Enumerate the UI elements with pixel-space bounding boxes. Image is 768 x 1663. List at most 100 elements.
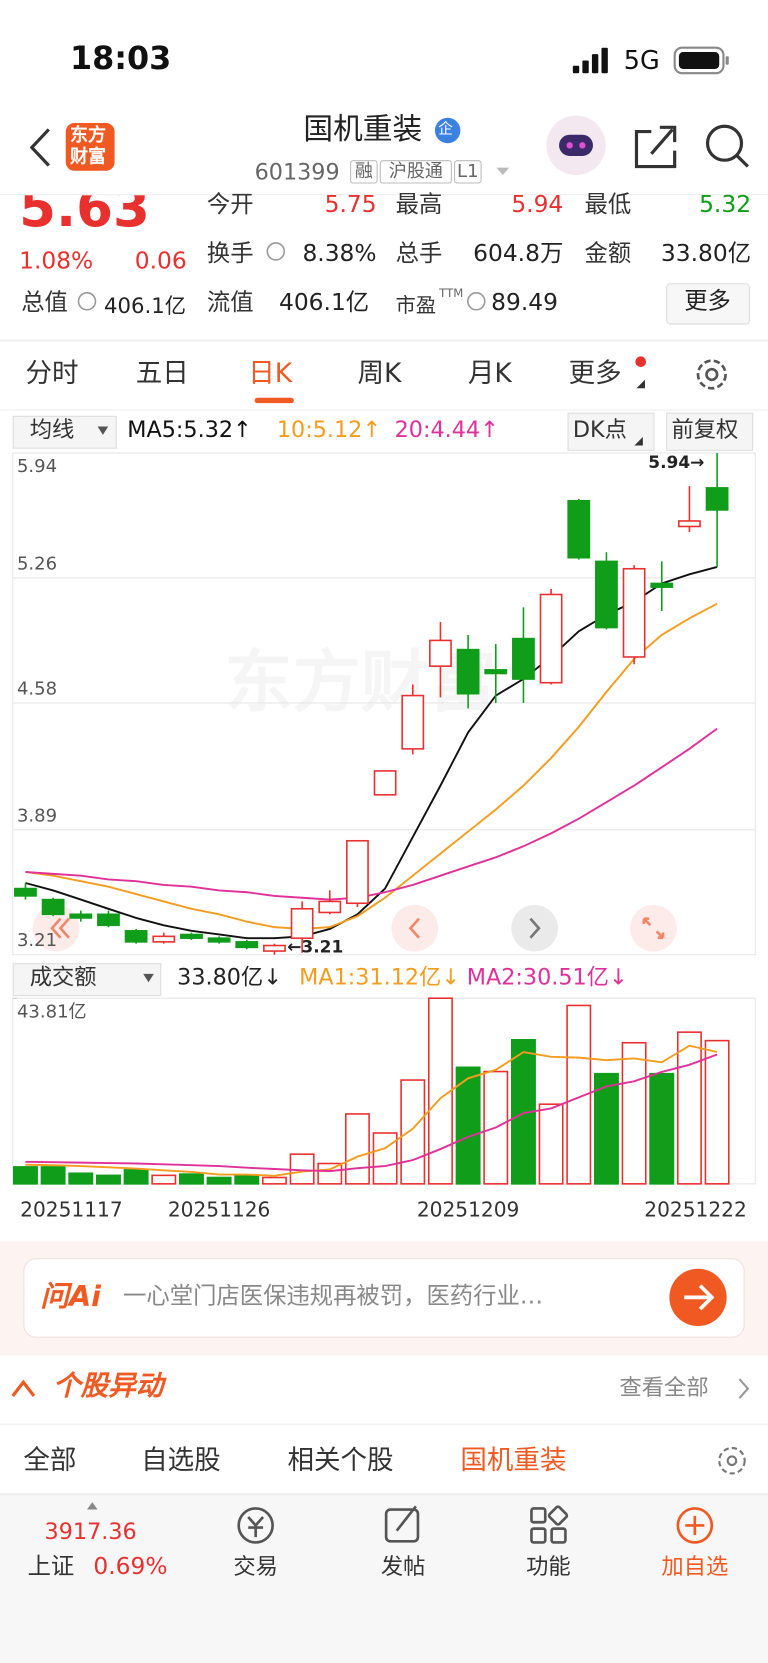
nav-button[interactable]: [630, 904, 677, 952]
volume-bar: [123, 1169, 149, 1185]
index-name[interactable]: 上证: [27, 1554, 75, 1581]
volume-bar: [593, 1072, 619, 1185]
section-title: 个股异动: [53, 1370, 164, 1403]
candle-body: [290, 907, 314, 939]
volume-bar: [372, 1132, 398, 1185]
high-label: 5.94→: [648, 453, 704, 473]
ai-text[interactable]: 一心堂门店医保违规再被罚，医药行业…: [123, 1283, 544, 1311]
settings-icon[interactable]: [718, 1446, 746, 1475]
volume-bar: [317, 1162, 343, 1185]
candle-body: [180, 933, 203, 939]
info-icon[interactable]: [77, 291, 97, 311]
adjust-text[interactable]: 前复权: [671, 416, 739, 443]
tab[interactable]: 日K: [248, 357, 293, 389]
volume-bar: [427, 997, 453, 1185]
ma-line: [25, 602, 718, 930]
movement-tab[interactable]: 全部: [23, 1444, 77, 1476]
more-button[interactable]: [666, 283, 750, 325]
app-logo: [65, 123, 115, 171]
logo-text: 财富: [70, 146, 107, 168]
settings-icon[interactable]: [696, 359, 727, 390]
candle-body: [595, 560, 618, 629]
index-change[interactable]: 0.69%: [93, 1554, 168, 1581]
ma-selector-text[interactable]: 均线: [29, 416, 75, 443]
stat-label: 总手: [395, 240, 443, 268]
ma-line: [25, 727, 718, 901]
nav-label[interactable]: 功能: [526, 1554, 571, 1580]
y-tick-label: 3.89: [17, 805, 57, 826]
candle-body: [429, 639, 452, 667]
x-tick-label: 20251126: [168, 1198, 271, 1222]
dk-text[interactable]: DK点: [572, 416, 627, 443]
ai-logo[interactable]: 问Ai: [40, 1280, 101, 1314]
candle-body: [97, 913, 120, 927]
stat-label: 流值: [206, 289, 254, 317]
volume-ma-legend: MA1:31.12亿↓: [299, 964, 461, 990]
ma-legend: 10:5.12↑: [276, 416, 381, 443]
volume-bar: [676, 1031, 702, 1185]
tab-underline: [254, 397, 294, 404]
movement-tab[interactable]: 相关个股: [287, 1444, 394, 1476]
stat-value: 5.75: [324, 192, 377, 219]
ma-line: [25, 565, 718, 940]
divider: [0, 339, 768, 342]
more-text[interactable]: 更多: [684, 288, 731, 316]
volume-bar: [649, 1072, 675, 1185]
volume-bar: [12, 1166, 38, 1185]
view-all[interactable]: 查看全部: [619, 1374, 709, 1401]
nav-icon: [529, 917, 541, 939]
stat-value: 89.49: [491, 289, 558, 317]
collapse-icon[interactable]: [11, 1379, 36, 1397]
info-icon[interactable]: [467, 291, 486, 311]
movement-tab[interactable]: 国机重装: [460, 1444, 567, 1476]
volume-title[interactable]: 成交额: [29, 964, 97, 990]
stock-name: 国机重装: [303, 111, 423, 147]
nav-button[interactable]: [391, 904, 439, 952]
change-pct: 1.08%: [19, 248, 94, 275]
ai-search-box[interactable]: [23, 1258, 745, 1338]
low-label: ←3.21: [287, 938, 343, 958]
volume-bar: [40, 1166, 66, 1185]
adjust-button[interactable]: [666, 412, 754, 451]
volume-bar: [455, 1066, 481, 1185]
nav-label[interactable]: 加自选: [661, 1554, 729, 1580]
tab[interactable]: 周K: [357, 357, 402, 389]
volume-selector[interactable]: [12, 963, 162, 997]
movement-tab[interactable]: 自选股: [141, 1444, 221, 1476]
index-value[interactable]: 3917.36: [44, 1519, 137, 1545]
volume-bar: [344, 1113, 370, 1185]
x-tick-label: 20251117: [20, 1198, 123, 1222]
candle-body: [539, 593, 563, 684]
tab[interactable]: 分时: [25, 357, 79, 389]
stat-value: 5.32: [699, 192, 752, 219]
stock-tag: L1: [454, 160, 482, 184]
nav-button[interactable]: [32, 904, 80, 952]
y-tick-label: 5.94: [17, 456, 57, 477]
candle-body: [41, 898, 65, 916]
candle-body: [512, 637, 535, 680]
candle-body: [622, 567, 646, 658]
y-tick-label: 4.58: [17, 678, 57, 699]
nav-label[interactable]: 发帖: [380, 1554, 426, 1580]
chevron-icon[interactable]: [738, 1378, 750, 1399]
ma-legend: 20:4.44↑: [394, 416, 499, 443]
status-time: 18:03: [70, 40, 172, 78]
nav-button[interactable]: [511, 904, 558, 952]
tab-triangle: [636, 379, 645, 389]
tab[interactable]: 更多: [568, 357, 622, 389]
tab[interactable]: 月K: [467, 357, 512, 389]
tab[interactable]: 五日: [135, 357, 189, 389]
candle-body: [152, 935, 176, 943]
y-tick-label: 43.81亿: [17, 1001, 87, 1022]
volume-latest: 33.80亿↓: [177, 964, 282, 990]
volume-bar: [234, 1174, 260, 1185]
x-tick-label: 20251209: [417, 1198, 520, 1222]
stock-tag: 沪股通: [379, 160, 452, 184]
candle-body: [318, 900, 342, 914]
volume-ma-legend: MA2:30.51亿↓: [466, 964, 628, 990]
candle-body: [678, 520, 701, 528]
volume-bar: [538, 1103, 564, 1185]
nav-label[interactable]: 交易: [233, 1554, 278, 1580]
